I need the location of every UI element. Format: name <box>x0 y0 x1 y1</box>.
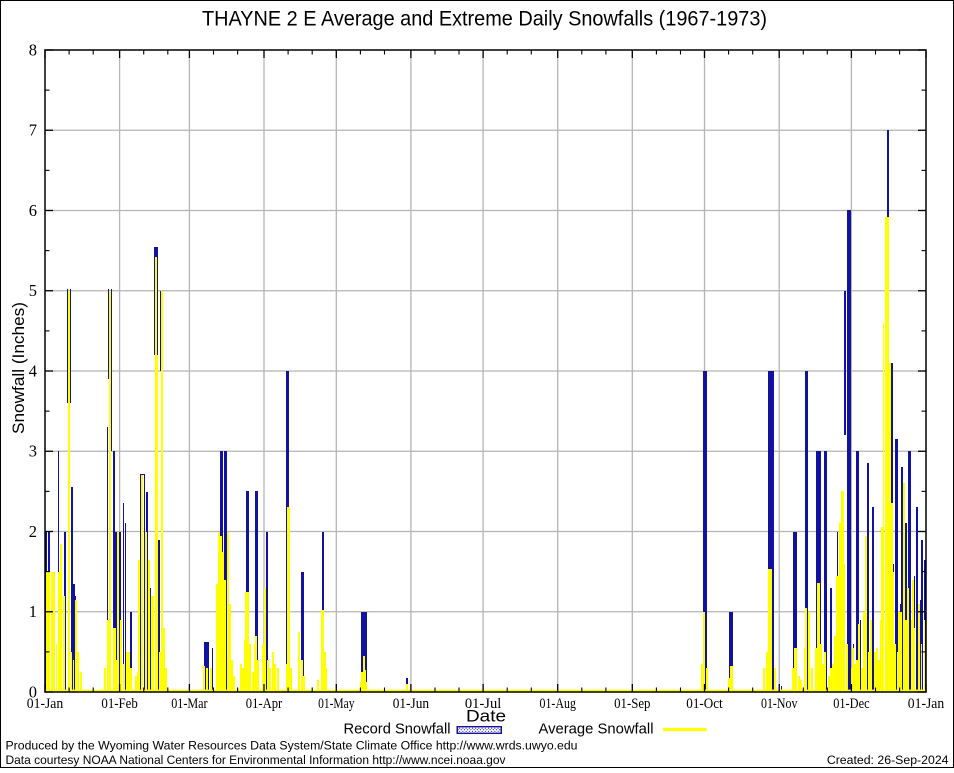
svg-text:01-Dec: 01-Dec <box>833 696 869 712</box>
svg-text:01-Feb: 01-Feb <box>101 696 137 712</box>
svg-text:4: 4 <box>29 361 37 380</box>
svg-text:01-Jan: 01-Jan <box>27 696 63 712</box>
svg-text:Date: Date <box>466 708 506 726</box>
svg-text:Produced by the Wyoming Water: Produced by the Wyoming Water Resources … <box>6 739 578 753</box>
svg-text:Created: 26-Sep-2024: Created: 26-Sep-2024 <box>827 753 949 767</box>
svg-text:01-Jun: 01-Jun <box>393 696 429 712</box>
svg-text:01-Jan: 01-Jan <box>908 696 944 712</box>
svg-text:01-Nov: 01-Nov <box>761 696 798 712</box>
svg-text:Data courtesy NOAA National Ce: Data courtesy NOAA National Centers for … <box>6 753 507 767</box>
svg-text:8: 8 <box>29 40 37 59</box>
svg-text:01-Jul: 01-Jul <box>465 696 501 712</box>
svg-text:THAYNE 2 E Average and Extreme: THAYNE 2 E Average and Extreme Daily Sno… <box>202 8 767 31</box>
svg-text:1: 1 <box>29 602 37 621</box>
svg-text:01-Oct: 01-Oct <box>686 696 722 712</box>
svg-text:0: 0 <box>29 682 37 701</box>
svg-text:Average Snowfall: Average Snowfall <box>539 721 654 738</box>
svg-text:01-Sep: 01-Sep <box>614 696 650 712</box>
svg-text:5: 5 <box>29 281 37 300</box>
svg-text:01-May: 01-May <box>318 696 355 712</box>
svg-text:01-Apr: 01-Apr <box>246 696 283 712</box>
svg-text:Record Snowfall: Record Snowfall <box>344 721 451 738</box>
svg-text:7: 7 <box>29 121 37 140</box>
svg-text:3: 3 <box>29 442 37 461</box>
svg-text:6: 6 <box>29 201 37 220</box>
svg-text:01-Mar: 01-Mar <box>171 696 208 712</box>
svg-text:01-Aug: 01-Aug <box>540 696 576 712</box>
svg-text:Snowfall (Inches): Snowfall (Inches) <box>9 302 28 434</box>
svg-text:2: 2 <box>29 522 37 541</box>
